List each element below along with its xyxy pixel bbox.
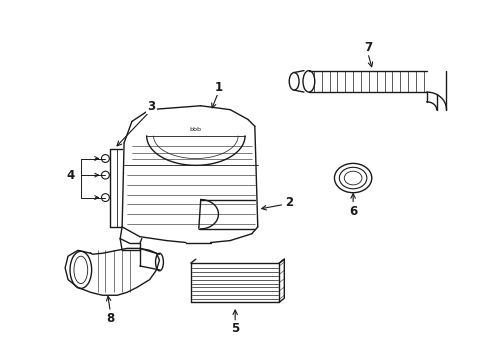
Text: 2: 2 bbox=[285, 196, 293, 209]
Text: 5: 5 bbox=[230, 322, 239, 335]
Text: 8: 8 bbox=[106, 312, 114, 325]
Text: 1: 1 bbox=[214, 81, 222, 94]
Text: 3: 3 bbox=[147, 100, 155, 113]
Text: 7: 7 bbox=[363, 41, 371, 54]
Text: 6: 6 bbox=[348, 205, 357, 218]
Text: bbb: bbb bbox=[189, 127, 202, 132]
Text: 4: 4 bbox=[67, 168, 75, 181]
